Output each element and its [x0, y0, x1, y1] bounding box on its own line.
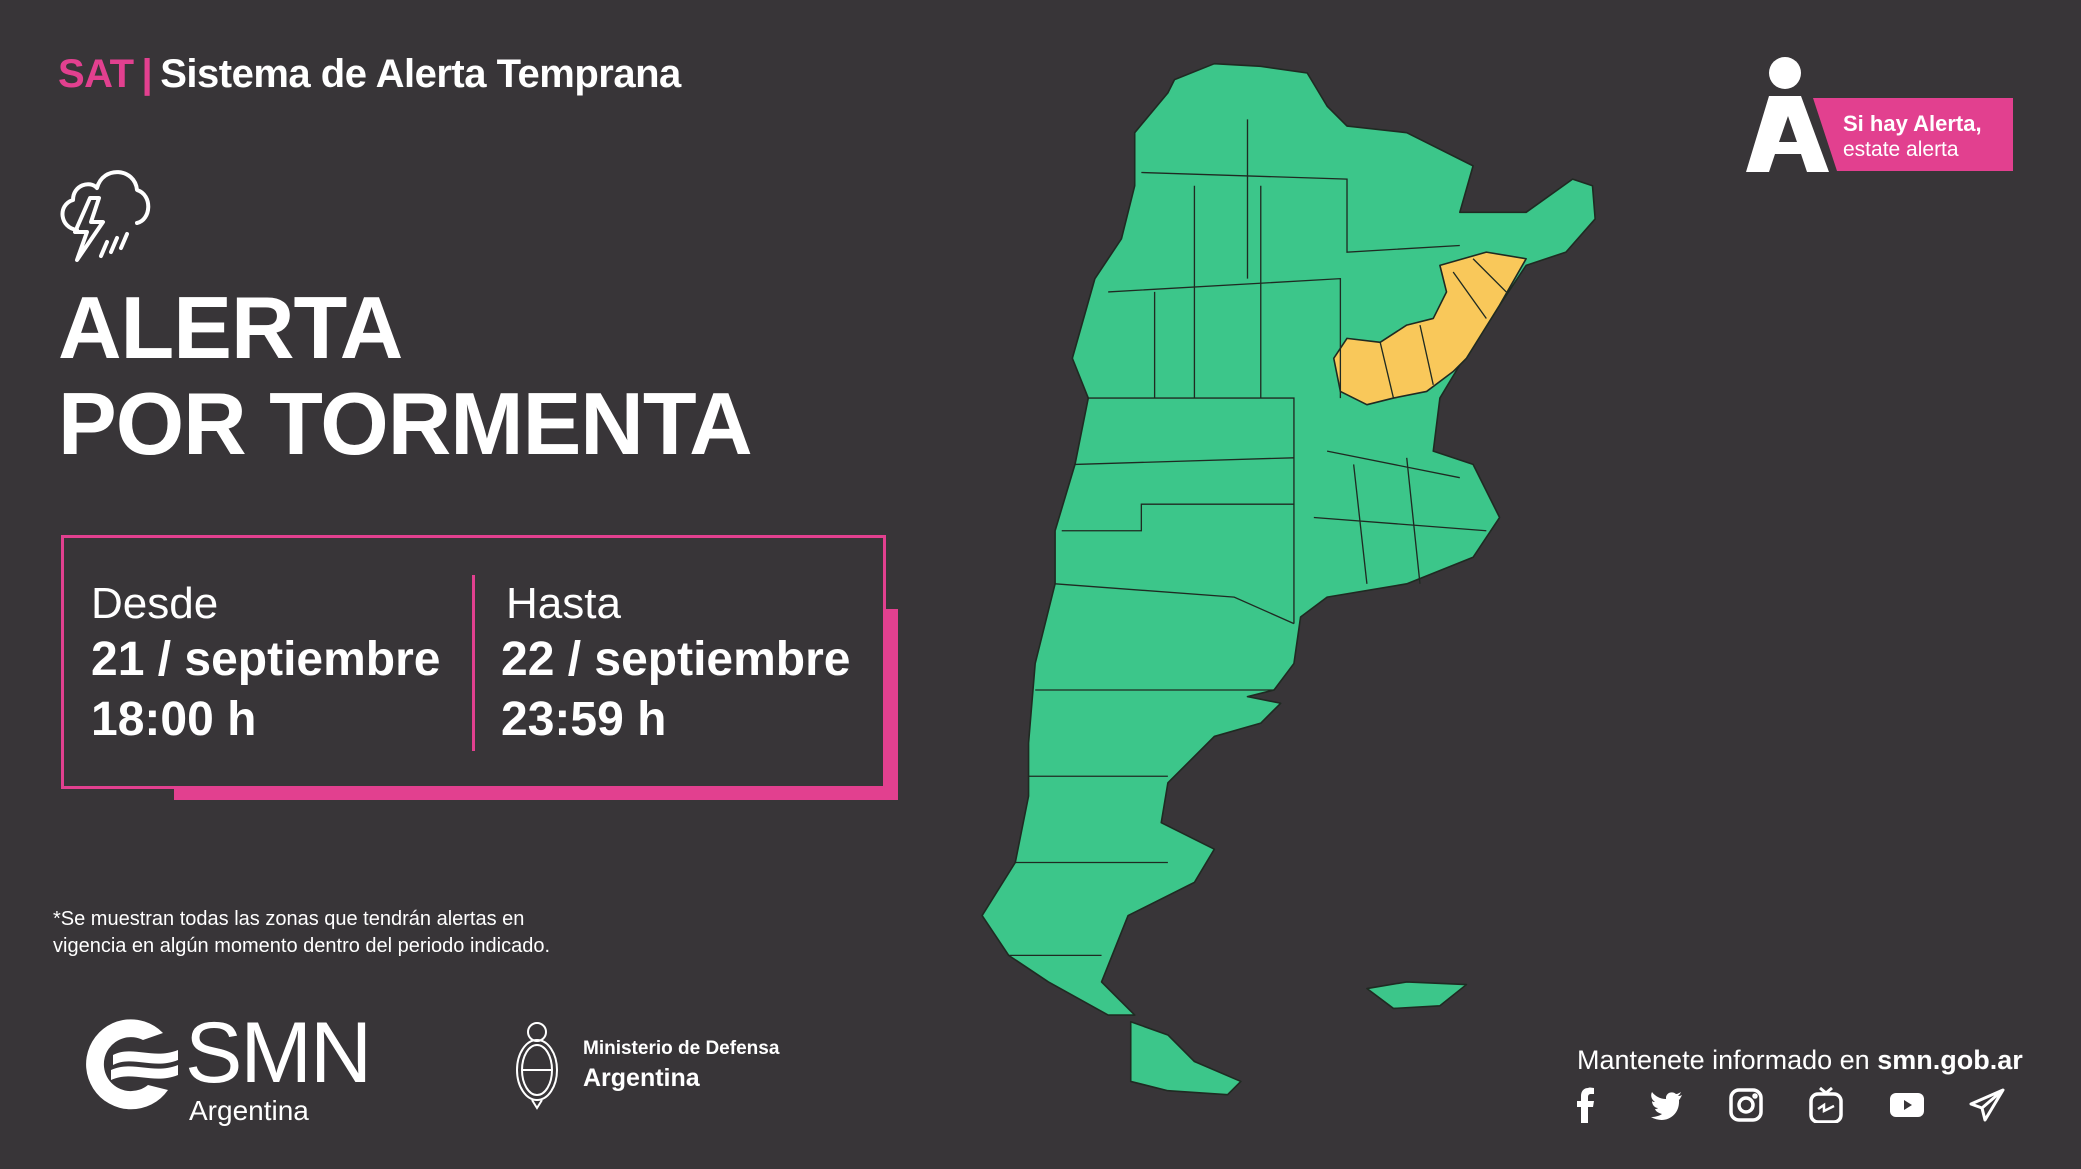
to-label: Hasta	[506, 579, 621, 628]
from-date: 21 / septiembre	[91, 633, 441, 686]
from-time: 18:00 h	[91, 693, 257, 746]
period-from: Desde 21 / septiembre 18:00 h	[91, 578, 441, 750]
ministry-line1: Ministerio de Defensa	[583, 1038, 780, 1059]
campaign-line2: estate alerta	[1843, 138, 1959, 161]
website-link[interactable]: smn.gob.ar	[1877, 1045, 2023, 1075]
yellow-alert-zone	[1332, 251, 1527, 406]
telegram-icon[interactable]	[1969, 1087, 2005, 1123]
header-separator: |	[141, 52, 153, 96]
twitter-icon[interactable]	[1648, 1087, 1684, 1123]
igtv-icon[interactable]	[1808, 1087, 1844, 1123]
alert-title-line1: ALERTA	[58, 278, 403, 377]
smn-logo: SMN Argentina	[73, 1005, 373, 1127]
to-date: 22 / septiembre	[501, 633, 851, 686]
period-to: Hasta 22 / septiembre 23:59 h	[501, 578, 851, 750]
from-label: Desde	[91, 579, 219, 628]
system-name: Sistema de Alerta Temprana	[160, 52, 681, 96]
contact-text: Mantenete informado en smn.gob.ar	[1577, 1044, 2023, 1076]
footnote-line2: vigencia en algún momento dentro del per…	[53, 935, 551, 957]
smn-name: SMN	[185, 1005, 372, 1101]
box-accent-right	[883, 609, 898, 800]
system-abbr: SAT	[58, 52, 134, 96]
coat-of-arms-icon	[516, 1022, 558, 1110]
alert-a-icon	[1746, 57, 1829, 172]
malvinas-islands	[1366, 981, 1468, 1010]
smn-sub: Argentina	[189, 1095, 309, 1126]
province-borders	[1008, 119, 1507, 957]
footnote-line1: *Se muestran todas las zonas que tendrán…	[53, 908, 525, 930]
facebook-icon[interactable]	[1568, 1087, 1604, 1123]
storm-cloud-icon	[60, 170, 151, 262]
tierra-del-fuego	[1129, 1020, 1242, 1096]
argentina-mainland	[981, 62, 1596, 1016]
alert-title: ALERTA POR TORMENTA	[58, 278, 753, 473]
header-title: SAT | Sistema de Alerta Temprana	[58, 50, 681, 98]
campaign-line1: Si hay Alerta,	[1843, 111, 1982, 136]
to-time: 23:59 h	[501, 693, 667, 746]
instagram-icon[interactable]	[1728, 1087, 1764, 1123]
period-divider	[472, 575, 475, 751]
footnote: *Se muestran todas las zonas que tendrán…	[53, 906, 550, 960]
alert-title-line2: POR TORMENTA	[58, 374, 753, 473]
youtube-icon[interactable]	[1889, 1087, 1925, 1123]
ministry-line2: Argentina	[583, 1064, 700, 1092]
campaign-logo: Si hay Alerta, estate alerta	[1741, 56, 2021, 176]
ministry-logo: Ministerio de Defensa Argentina	[512, 1018, 779, 1115]
smn-emblem-icon	[86, 1019, 178, 1110]
contact-label: Mantenete informado en	[1577, 1045, 1870, 1075]
campaign-banner	[1813, 98, 2013, 171]
